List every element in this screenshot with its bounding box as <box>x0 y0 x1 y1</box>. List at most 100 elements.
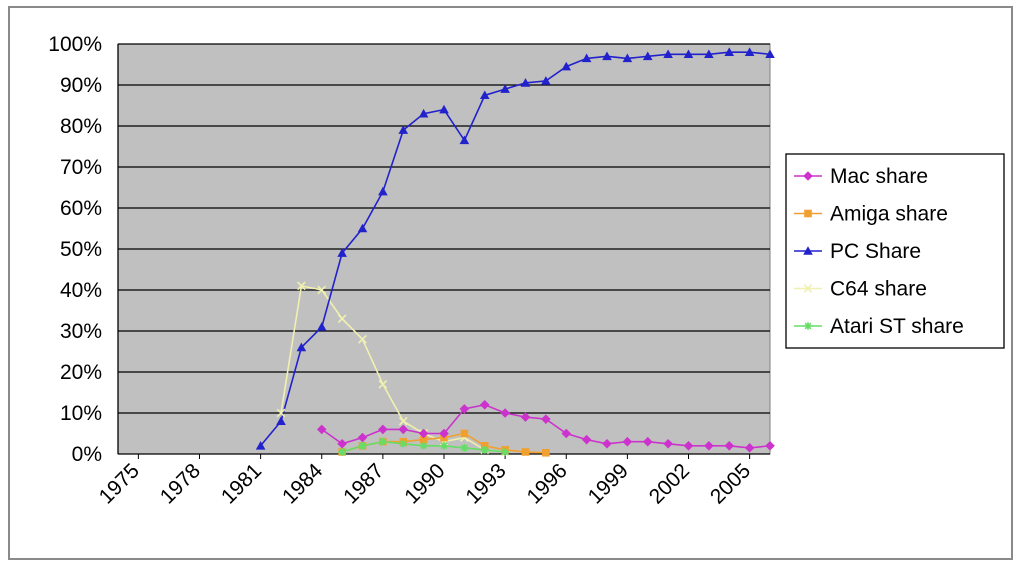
data-point-c64-share <box>378 379 388 389</box>
data-point-pc-share <box>744 47 755 56</box>
legend-box <box>785 153 1005 349</box>
data-point-atari-st-share <box>501 448 509 456</box>
data-point-mac-share <box>683 441 694 451</box>
y-tick-label: 50% <box>60 238 102 261</box>
y-tick-label: 90% <box>60 74 102 97</box>
data-point-atari-st-share <box>440 442 448 450</box>
data-point-mac-share <box>337 438 347 449</box>
data-point-pc-share <box>296 342 307 352</box>
data-point-pc-share <box>378 186 388 196</box>
data-point-mac-share <box>418 428 429 439</box>
data-point-atari-st-share <box>480 446 489 454</box>
data-point-pc-share <box>602 51 612 61</box>
data-point-c64-share <box>337 314 347 324</box>
x-tick-label: 2002 <box>645 459 694 508</box>
data-point-pc-share <box>337 248 347 257</box>
data-point-pc-share <box>724 47 735 56</box>
data-point-pc-share <box>276 416 286 425</box>
y-tick-label: 0% <box>72 443 102 466</box>
data-point-pc-share <box>398 125 409 134</box>
series-line-pc-share <box>259 51 771 447</box>
x-tick-label: 1993 <box>461 459 510 508</box>
data-point-c64-share <box>317 285 327 295</box>
legend-marker-c64-share <box>803 284 813 293</box>
data-point-pc-share <box>479 90 490 100</box>
data-point-amiga-share <box>480 442 489 450</box>
data-point-mac-share <box>581 434 592 445</box>
data-point-atari-st-share <box>399 439 408 448</box>
data-point-pc-share <box>622 53 633 63</box>
data-point-mac-share <box>541 414 551 424</box>
data-point-pc-share <box>459 135 470 145</box>
data-point-pc-share <box>683 49 694 59</box>
data-point-pc-share <box>500 84 510 93</box>
data-point-amiga-share <box>521 448 530 456</box>
data-point-amiga-share <box>460 429 469 438</box>
data-point-mac-share <box>500 408 510 418</box>
data-point-pc-share <box>663 49 673 59</box>
legend-label-atari-st-share: Atari ST share <box>830 315 964 338</box>
data-point-pc-share <box>704 49 714 59</box>
legend-label-mac-share: Mac share <box>830 165 928 188</box>
x-tick-label: 1984 <box>278 459 328 509</box>
y-tick-label: 60% <box>60 197 102 220</box>
data-point-mac-share <box>398 424 409 435</box>
y-tick-label: 100% <box>48 33 102 56</box>
data-point-pc-share <box>642 51 653 61</box>
data-point-atari-st-share <box>419 442 428 450</box>
data-point-mac-share <box>724 441 735 451</box>
data-point-amiga-share <box>542 448 550 457</box>
data-point-atari-st-share <box>338 448 346 456</box>
data-point-pc-share <box>765 49 775 59</box>
y-tick-label: 80% <box>60 115 102 138</box>
x-tick-label: 1999 <box>584 459 633 508</box>
data-point-mac-share <box>439 428 449 439</box>
x-tick-label: 1987 <box>339 459 388 508</box>
legend-label-pc-share: PC Share <box>830 240 921 263</box>
data-point-mac-share <box>459 404 470 414</box>
data-point-mac-share <box>744 443 755 453</box>
y-tick-label: 70% <box>60 156 102 179</box>
data-point-atari-st-share <box>379 437 387 446</box>
y-tick-label: 20% <box>60 361 102 384</box>
legend-marker-amiga-share <box>804 209 812 218</box>
data-point-pc-share <box>357 223 368 233</box>
y-tick-label: 40% <box>60 279 102 302</box>
data-point-c64-share <box>358 334 367 344</box>
data-point-atari-st-share <box>358 442 367 450</box>
data-point-mac-share <box>316 424 327 435</box>
legend-label-amiga-share: Amiga share <box>830 203 948 226</box>
data-point-mac-share <box>622 436 633 447</box>
data-point-mac-share <box>765 441 775 451</box>
x-tick-label: 2005 <box>706 459 755 508</box>
data-point-mac-share <box>704 441 714 451</box>
data-point-pc-share <box>255 441 266 450</box>
data-point-pc-share <box>316 322 327 331</box>
legend-marker-pc-share <box>803 246 813 255</box>
data-point-mac-share <box>602 438 612 449</box>
data-point-pc-share <box>439 104 449 114</box>
data-point-pc-share <box>520 78 531 87</box>
data-point-mac-share <box>642 436 653 447</box>
x-tick-label: 1981 <box>217 459 266 508</box>
data-point-pc-share <box>541 76 551 85</box>
data-point-atari-st-share <box>460 444 469 452</box>
data-point-mac-share <box>378 424 388 435</box>
series-line-c64-share <box>280 284 506 453</box>
y-tick-label: 10% <box>60 402 102 425</box>
data-point-amiga-share <box>419 435 428 444</box>
data-point-c64-share <box>297 281 306 291</box>
x-tick-label: 1978 <box>156 459 205 508</box>
legend-label-c64-share: C64 share <box>830 278 927 301</box>
legend-marker-atari-st-share <box>804 322 812 330</box>
x-tick-label: 1990 <box>400 459 449 508</box>
data-point-mac-share <box>357 432 368 443</box>
x-tick-label: 1975 <box>95 459 144 508</box>
data-point-c64-share <box>276 408 286 418</box>
data-point-c64-share <box>398 416 408 426</box>
y-tick-label: 30% <box>60 320 102 343</box>
data-point-pc-share <box>418 108 429 118</box>
data-point-mac-share <box>561 428 572 439</box>
data-point-mac-share <box>663 438 673 449</box>
